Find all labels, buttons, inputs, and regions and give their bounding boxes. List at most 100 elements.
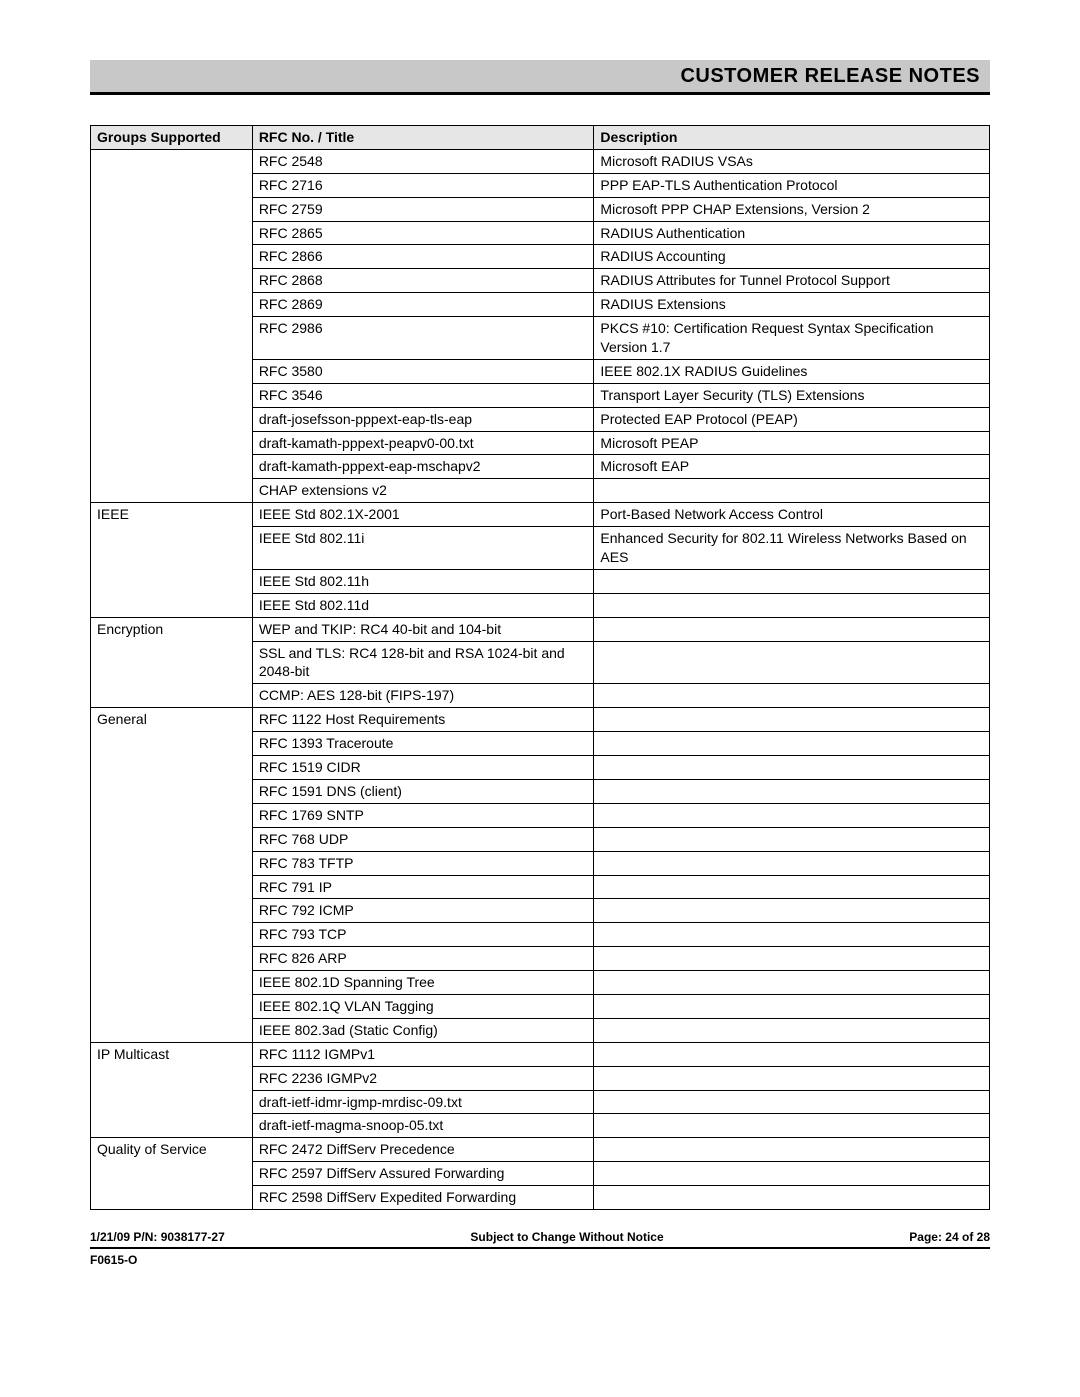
cell-rfc: RFC 1769 SNTP bbox=[252, 803, 594, 827]
cell-description bbox=[594, 827, 990, 851]
cell-description: Port-Based Network Access Control bbox=[594, 503, 990, 527]
cell-description: Enhanced Security for 802.11 Wireless Ne… bbox=[594, 527, 990, 570]
table-row: GeneralRFC 1122 Host Requirements bbox=[91, 708, 990, 732]
cell-rfc: draft-kamath-pppext-peapv0-00.txt bbox=[252, 431, 594, 455]
footer-sub: F0615-O bbox=[90, 1253, 990, 1267]
cell-group: Quality of Service bbox=[91, 1138, 253, 1210]
footer-right: Page: 24 of 28 bbox=[909, 1230, 990, 1244]
cell-description: RADIUS Extensions bbox=[594, 293, 990, 317]
cell-rfc: RFC 2598 DiffServ Expedited Forwarding bbox=[252, 1186, 594, 1210]
cell-description bbox=[594, 1042, 990, 1066]
cell-description bbox=[594, 479, 990, 503]
cell-description bbox=[594, 1186, 990, 1210]
cell-description bbox=[594, 617, 990, 641]
col-header-groups: Groups Supported bbox=[91, 126, 253, 150]
cell-description bbox=[594, 947, 990, 971]
cell-description bbox=[594, 684, 990, 708]
cell-description: IEEE 802.1X RADIUS Guidelines bbox=[594, 359, 990, 383]
cell-rfc: RFC 2716 bbox=[252, 173, 594, 197]
cell-rfc: IEEE 802.1Q VLAN Tagging bbox=[252, 994, 594, 1018]
cell-rfc: RFC 792 ICMP bbox=[252, 899, 594, 923]
cell-description: Protected EAP Protocol (PEAP) bbox=[594, 407, 990, 431]
cell-rfc: RFC 1519 CIDR bbox=[252, 756, 594, 780]
cell-description bbox=[594, 1066, 990, 1090]
cell-rfc: RFC 783 TFTP bbox=[252, 851, 594, 875]
cell-rfc: IEEE 802.1D Spanning Tree bbox=[252, 971, 594, 995]
cell-rfc: RFC 1112 IGMPv1 bbox=[252, 1042, 594, 1066]
cell-rfc: IEEE Std 802.11h bbox=[252, 569, 594, 593]
cell-description: Transport Layer Security (TLS) Extension… bbox=[594, 383, 990, 407]
cell-rfc: RFC 2597 DiffServ Assured Forwarding bbox=[252, 1162, 594, 1186]
cell-description bbox=[594, 1018, 990, 1042]
cell-rfc: RFC 1122 Host Requirements bbox=[252, 708, 594, 732]
cell-rfc: WEP and TKIP: RC4 40-bit and 104-bit bbox=[252, 617, 594, 641]
cell-description: Microsoft EAP bbox=[594, 455, 990, 479]
cell-rfc: IEEE Std 802.11d bbox=[252, 593, 594, 617]
cell-description bbox=[594, 994, 990, 1018]
cell-description: RADIUS Authentication bbox=[594, 221, 990, 245]
footer-center: Subject to Change Without Notice bbox=[470, 1230, 663, 1244]
footer-left: 1/21/09 P/N: 9038177-27 bbox=[90, 1230, 225, 1244]
cell-rfc: RFC 2548 bbox=[252, 149, 594, 173]
cell-group bbox=[91, 149, 253, 502]
cell-description: Microsoft PEAP bbox=[594, 431, 990, 455]
table-row: RFC 2548Microsoft RADIUS VSAs bbox=[91, 149, 990, 173]
cell-group: General bbox=[91, 708, 253, 1042]
cell-rfc: draft-ietf-idmr-igmp-mrdisc-09.txt bbox=[252, 1090, 594, 1114]
cell-rfc: draft-kamath-pppext-eap-mschapv2 bbox=[252, 455, 594, 479]
cell-description: Microsoft RADIUS VSAs bbox=[594, 149, 990, 173]
cell-description bbox=[594, 851, 990, 875]
cell-rfc: RFC 2868 bbox=[252, 269, 594, 293]
cell-description: Microsoft PPP CHAP Extensions, Version 2 bbox=[594, 197, 990, 221]
cell-description: RADIUS Attributes for Tunnel Protocol Su… bbox=[594, 269, 990, 293]
cell-rfc: RFC 826 ARP bbox=[252, 947, 594, 971]
cell-group: IP Multicast bbox=[91, 1042, 253, 1138]
cell-rfc: RFC 793 TCP bbox=[252, 923, 594, 947]
page-title: CUSTOMER RELEASE NOTES bbox=[680, 65, 980, 88]
cell-description bbox=[594, 899, 990, 923]
cell-rfc: RFC 3546 bbox=[252, 383, 594, 407]
cell-description bbox=[594, 923, 990, 947]
cell-rfc: RFC 2759 bbox=[252, 197, 594, 221]
cell-rfc: RFC 2866 bbox=[252, 245, 594, 269]
cell-description bbox=[594, 756, 990, 780]
footer-bar: 1/21/09 P/N: 9038177-27 Subject to Chang… bbox=[90, 1230, 990, 1249]
cell-rfc: IEEE 802.3ad (Static Config) bbox=[252, 1018, 594, 1042]
cell-description bbox=[594, 1114, 990, 1138]
cell-rfc: IEEE Std 802.1X-2001 bbox=[252, 503, 594, 527]
document-page: CUSTOMER RELEASE NOTES Groups Supported … bbox=[0, 0, 1080, 1307]
cell-rfc: SSL and TLS: RC4 128-bit and RSA 1024-bi… bbox=[252, 641, 594, 684]
cell-description bbox=[594, 779, 990, 803]
cell-description bbox=[594, 875, 990, 899]
cell-description bbox=[594, 1090, 990, 1114]
header-bar: CUSTOMER RELEASE NOTES bbox=[90, 60, 990, 95]
table-row: IEEEIEEE Std 802.1X-2001Port-Based Netwo… bbox=[91, 503, 990, 527]
cell-rfc: RFC 2472 DiffServ Precedence bbox=[252, 1138, 594, 1162]
table-header-row: Groups Supported RFC No. / Title Descrip… bbox=[91, 126, 990, 150]
cell-rfc: RFC 2986 bbox=[252, 317, 594, 360]
cell-rfc: CCMP: AES 128-bit (FIPS-197) bbox=[252, 684, 594, 708]
cell-description bbox=[594, 641, 990, 684]
cell-rfc: RFC 791 IP bbox=[252, 875, 594, 899]
cell-rfc: RFC 2865 bbox=[252, 221, 594, 245]
cell-rfc: RFC 3580 bbox=[252, 359, 594, 383]
table-row: Quality of ServiceRFC 2472 DiffServ Prec… bbox=[91, 1138, 990, 1162]
cell-description bbox=[594, 1138, 990, 1162]
cell-description: RADIUS Accounting bbox=[594, 245, 990, 269]
cell-description bbox=[594, 593, 990, 617]
cell-group: Encryption bbox=[91, 617, 253, 708]
cell-description bbox=[594, 732, 990, 756]
col-header-rfc: RFC No. / Title bbox=[252, 126, 594, 150]
cell-description: PPP EAP-TLS Authentication Protocol bbox=[594, 173, 990, 197]
cell-rfc: RFC 1393 Traceroute bbox=[252, 732, 594, 756]
cell-description bbox=[594, 971, 990, 995]
cell-rfc: RFC 2236 IGMPv2 bbox=[252, 1066, 594, 1090]
col-header-description: Description bbox=[594, 126, 990, 150]
table-row: IP MulticastRFC 1112 IGMPv1 bbox=[91, 1042, 990, 1066]
cell-description bbox=[594, 1162, 990, 1186]
cell-rfc: RFC 2869 bbox=[252, 293, 594, 317]
cell-description: PKCS #10: Certification Request Syntax S… bbox=[594, 317, 990, 360]
cell-rfc: IEEE Std 802.11i bbox=[252, 527, 594, 570]
cell-group: IEEE bbox=[91, 503, 253, 617]
cell-rfc: draft-ietf-magma-snoop-05.txt bbox=[252, 1114, 594, 1138]
